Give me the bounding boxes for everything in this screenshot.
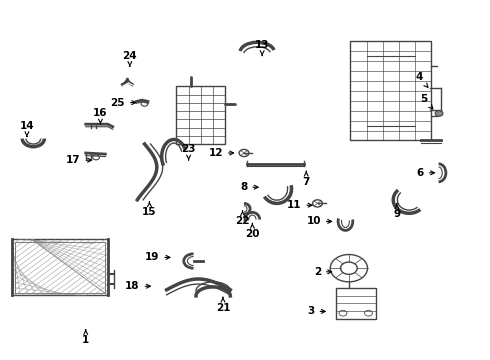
Text: 25: 25: [110, 98, 136, 108]
Text: 4: 4: [415, 72, 428, 87]
Circle shape: [435, 111, 443, 116]
Bar: [350, 41, 431, 140]
Text: 20: 20: [245, 224, 260, 239]
Text: 24: 24: [122, 51, 137, 66]
Text: 3: 3: [307, 306, 325, 316]
Bar: [336, 288, 376, 319]
Text: 5: 5: [420, 94, 433, 109]
Text: 13: 13: [255, 40, 270, 55]
Text: 11: 11: [287, 200, 312, 210]
Text: 17: 17: [66, 155, 92, 165]
Text: 7: 7: [302, 171, 310, 187]
Text: 12: 12: [208, 148, 234, 158]
Text: 2: 2: [314, 267, 332, 277]
Text: 18: 18: [125, 281, 150, 291]
Text: 21: 21: [216, 297, 230, 313]
Text: 10: 10: [306, 216, 332, 226]
Text: 16: 16: [93, 108, 108, 124]
Text: 14: 14: [20, 121, 34, 136]
Text: 6: 6: [416, 168, 435, 178]
Text: 22: 22: [235, 211, 250, 226]
Text: 23: 23: [181, 144, 196, 160]
Bar: [176, 86, 225, 144]
Text: 19: 19: [145, 252, 170, 262]
Text: 9: 9: [393, 204, 400, 219]
Text: 15: 15: [142, 202, 157, 217]
Text: 1: 1: [82, 330, 89, 345]
Text: 8: 8: [240, 182, 258, 192]
